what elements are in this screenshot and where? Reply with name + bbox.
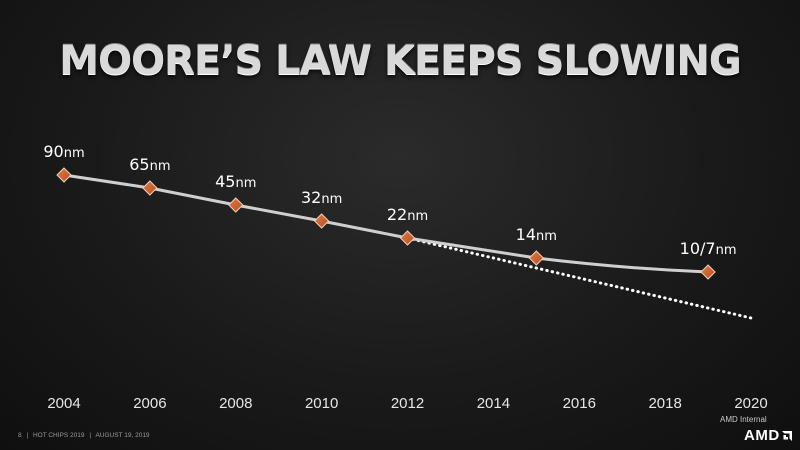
trend-projection-line [406,236,753,320]
data-point-marker [228,197,244,213]
process-node-line [63,173,709,274]
x-tick-label: 2006 [133,395,166,412]
x-tick-label: 2016 [563,395,596,412]
footer-separator: | [89,432,92,439]
classification-label: AMD Internal [720,415,767,424]
data-label: 14nm [516,225,557,244]
page-number: 8 [18,432,22,439]
data-point-marker [56,167,72,183]
footer-separator: | [26,432,29,439]
data-point-marker [313,213,330,229]
data-label: 22nm [387,205,428,224]
logo-text: AMD [744,427,780,444]
data-label: 45nm [215,172,256,191]
data-point-marker [142,180,158,196]
data-label: 65nm [129,155,170,174]
data-label: 90nm [43,142,84,161]
data-label: 32nm [301,188,342,207]
data-label: 10/7nm [680,239,737,258]
x-tick-label: 2014 [477,395,510,412]
amd-logo: AMD [744,427,792,444]
x-tick-label: 2004 [47,395,80,412]
data-point-marker [399,230,416,246]
slide-title: MOORE’S LAW KEEPS SLOWING [59,38,741,84]
data-point-marker [528,250,545,266]
data-point-marker [700,264,716,280]
event-date: AUGUST 19, 2019 [95,432,150,439]
x-tick-label: 2008 [219,395,252,412]
amd-arrow-icon [781,430,792,441]
x-tick-label: 2012 [391,395,424,412]
footer-bar: 8 | HOT CHIPS 2019 | AUGUST 19, 2019 [18,432,153,439]
x-tick-label: 2010 [305,395,338,412]
x-tick-label: 2020 [734,395,767,412]
event-name: HOT CHIPS 2019 [32,432,85,439]
x-tick-label: 2018 [648,395,681,412]
